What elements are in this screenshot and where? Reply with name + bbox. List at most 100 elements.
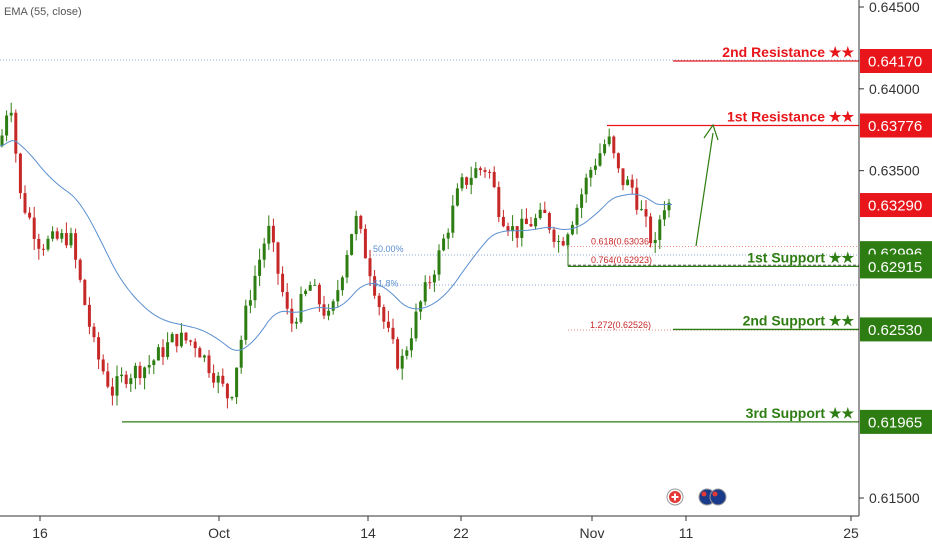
candle-body (262, 243, 266, 260)
time-tick-label: 16 (32, 525, 48, 541)
price-tag-level-text: 0.62915 (868, 259, 922, 276)
candle-body (14, 112, 18, 154)
candle-body (327, 310, 331, 316)
candle-body (221, 375, 225, 384)
candle-body (212, 373, 216, 383)
candle-body (396, 339, 400, 369)
price-tag-level-text: 0.63776 (868, 118, 922, 135)
candle-body (501, 216, 505, 227)
candle-body (538, 209, 542, 219)
time-tick-label: 25 (843, 525, 859, 541)
price-tick-label: 0.63500 (869, 163, 920, 179)
price-tags: 0.629960.641700.637760.629150.625300.619… (860, 49, 932, 434)
time-tick-label: 14 (360, 525, 376, 541)
candle-body (428, 282, 432, 284)
candle-body (511, 226, 515, 232)
candle-body (331, 301, 335, 311)
fibonacci-labels: 50.00% 61.8% 0.618(0.63036) 0.764(0.62923) 1… (373, 237, 652, 330)
candle-body (635, 187, 639, 210)
fib-label: 0.618(0.63036) (591, 237, 652, 247)
candle-body (644, 209, 648, 217)
candle-body (451, 205, 455, 233)
candle-body (589, 169, 593, 178)
candle-body (363, 228, 367, 259)
candle-body (460, 177, 464, 189)
candle-body (294, 321, 298, 324)
grid-lines (0, 59, 859, 286)
candle-body (147, 365, 151, 368)
candle-body (552, 229, 556, 242)
candle-body (235, 367, 239, 398)
candle-body (202, 355, 206, 358)
candle-body (74, 233, 78, 260)
candle-body (561, 241, 565, 246)
candle-body (400, 355, 404, 369)
candle-body (534, 218, 538, 227)
candle-body (497, 187, 501, 217)
price-tick-label: 0.64500 (869, 0, 920, 15)
candle-body (442, 238, 446, 251)
time-tick-label: 11 (679, 525, 694, 541)
candle-body (41, 248, 45, 250)
candle-body (557, 241, 561, 243)
candle-body (276, 242, 280, 274)
candle-body (248, 300, 252, 306)
candle-body (64, 233, 68, 246)
candle-body (336, 290, 340, 302)
candle-body (621, 168, 625, 186)
price-tag-level-text: 0.62530 (868, 322, 922, 339)
candle-body (662, 210, 666, 220)
candle-body (207, 355, 211, 374)
price-tag-level-text: 0.61965 (868, 414, 922, 431)
candle-body (543, 209, 547, 214)
candle-body (529, 224, 533, 227)
candle-body (175, 334, 179, 347)
candle-body (437, 250, 441, 275)
price-axis[interactable]: 0.64500 0.64000 0.63500 0.61500 (859, 0, 920, 506)
candle-body (9, 112, 13, 116)
candle-body (244, 305, 248, 340)
fibonacci-lines (567, 246, 859, 331)
candle-body (239, 339, 243, 368)
candle-body (5, 115, 9, 136)
candle-body (304, 290, 308, 295)
candle-body (198, 348, 202, 358)
candle-body (115, 376, 119, 396)
level-label: 2nd Support ★★ (743, 312, 855, 328)
candle-body (446, 232, 450, 239)
candle-body (354, 215, 358, 235)
fib-label: 50.00% (373, 244, 404, 254)
candle-body (161, 347, 165, 357)
candle-body (359, 215, 363, 229)
event-icons[interactable] (666, 488, 727, 506)
candle-body (465, 177, 469, 185)
price-tag-level (860, 317, 932, 342)
support-resistance-levels: 2nd Resistance ★★ 1st Resistance ★★ 1st Su… (122, 44, 859, 423)
candle-body (419, 301, 423, 312)
candle-body (285, 292, 289, 309)
candle-body (607, 136, 611, 145)
candle-body (28, 212, 32, 218)
fib-label: 1.272(0.62526) (590, 320, 651, 330)
candle-body (598, 153, 602, 166)
time-axis[interactable]: 16 Oct 14 22 Nov 11 25 (32, 516, 859, 541)
candle-body (423, 282, 427, 302)
candle-body (110, 386, 114, 396)
candle-body (377, 295, 381, 308)
candle-body (170, 334, 174, 343)
candle-body (469, 177, 473, 185)
candle-body (0, 135, 4, 147)
candle-body (46, 238, 50, 250)
price-tag-level (860, 49, 932, 74)
candle-body (667, 202, 671, 211)
candles (0, 102, 671, 409)
candle-body (87, 304, 91, 327)
candle-body (138, 365, 142, 379)
candle-body (488, 171, 492, 173)
candle-body (414, 311, 418, 339)
price-tag-current (860, 193, 932, 218)
candle-body (474, 168, 478, 178)
candle-body (455, 188, 459, 206)
candle-body (97, 337, 101, 360)
